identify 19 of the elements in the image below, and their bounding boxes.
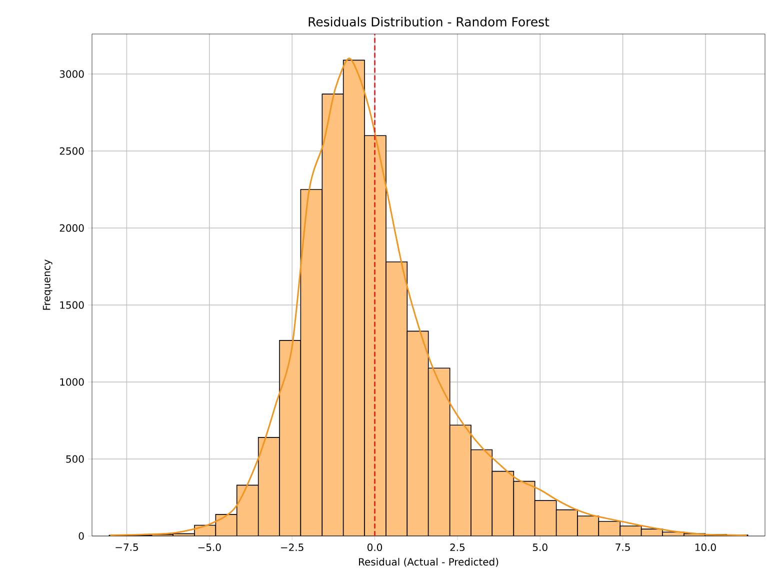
line-series xyxy=(109,58,748,536)
x-tick-label: −2.5 xyxy=(281,544,304,552)
y-tick-label: 1500 xyxy=(60,301,84,309)
y-tick-label: 500 xyxy=(66,455,84,463)
x-tick-label: 7.5 xyxy=(616,544,630,551)
x-tick-label: 0.0 xyxy=(367,544,382,552)
y-tick-label: 3000 xyxy=(60,70,84,78)
chart-title: Residuals Distribution - Random Forest xyxy=(308,16,550,26)
y-tick-label: 1000 xyxy=(60,378,84,386)
x-tick-label: 5.0 xyxy=(532,544,548,552)
y-tick-label: 2000 xyxy=(60,224,84,232)
x-tick-label: −5.0 xyxy=(198,544,221,552)
y-axis-title: Frequency xyxy=(42,260,52,310)
x-axis-title: Residual (Actual - Predicted) xyxy=(359,558,498,567)
x-tick-label: 10.0 xyxy=(695,544,716,552)
x-tick-label: 2.5 xyxy=(450,544,464,552)
y-tick-label: 2500 xyxy=(60,147,84,155)
x-tick-label: −7.5 xyxy=(116,544,138,551)
y-tick-label: 0 xyxy=(78,532,84,540)
